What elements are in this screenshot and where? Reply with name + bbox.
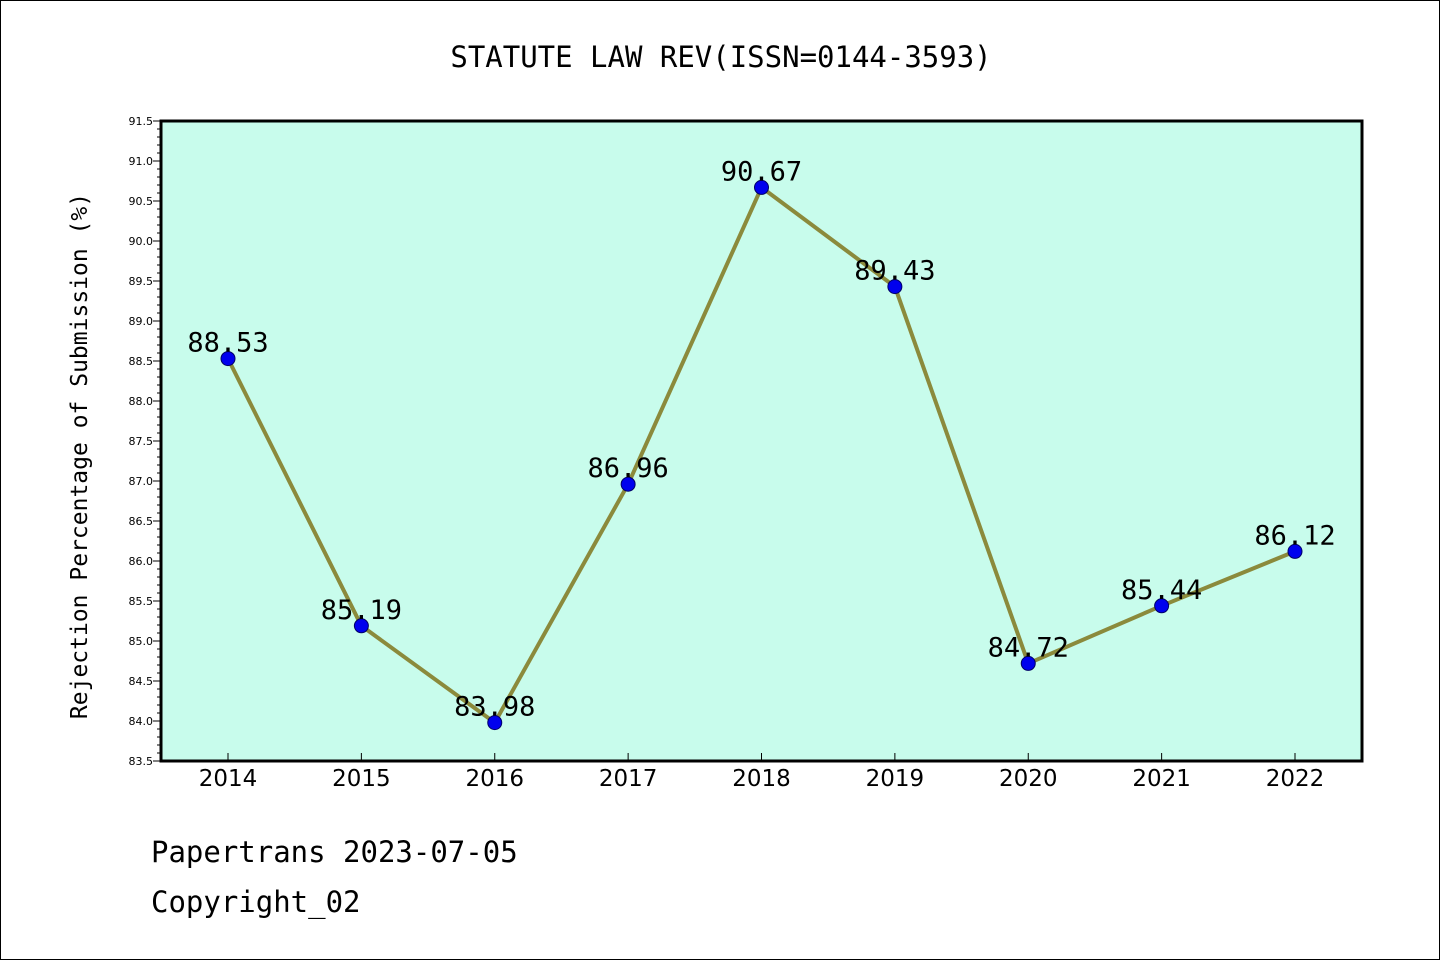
series-markers <box>220 179 1303 731</box>
x-tick-label: 2015 <box>332 766 391 792</box>
data-point-label: 86.96 <box>587 453 668 484</box>
y-tick-label: 86.5 <box>129 515 154 528</box>
y-tick-label: 88.5 <box>129 355 154 368</box>
data-point-marker <box>620 476 636 492</box>
data-point-label: 85.19 <box>321 595 402 626</box>
x-axis: 2014 2015 2016 2017 2018 2019 2020 2021 2022 <box>199 753 1325 792</box>
data-point-label: 84.72 <box>988 632 1069 663</box>
y-tick-label: 84.0 <box>129 715 154 728</box>
data-point-marker <box>220 351 236 367</box>
y-tick-label: 87.5 <box>129 435 154 448</box>
y-tick-label: 85.5 <box>129 595 154 608</box>
x-tick-label: 2017 <box>599 766 658 792</box>
y-tick-label: 89.0 <box>129 315 154 328</box>
y-axis-label: Rejection Percentage of Submission (%) <box>67 193 93 719</box>
data-point-marker <box>1154 598 1170 614</box>
data-point-marker <box>1287 543 1303 559</box>
x-tick-label: 2014 <box>199 766 258 792</box>
y-tick-label: 86.0 <box>129 555 154 568</box>
x-tick-label: 2021 <box>1132 766 1191 792</box>
data-point-marker <box>887 279 903 295</box>
y-tick-label: 84.5 <box>129 675 154 688</box>
data-point-marker <box>754 179 769 195</box>
footer-date: Papertrans 2023-07-05 <box>151 835 518 869</box>
x-tick-label: 2016 <box>465 766 524 792</box>
data-point-label: 83.98 <box>454 692 535 723</box>
x-tick-label: 2019 <box>866 766 925 792</box>
y-tick-label: 90.0 <box>129 235 154 248</box>
data-point-marker <box>1020 655 1036 671</box>
data-point-label: 85.44 <box>1121 575 1202 606</box>
x-tick-label: 2018 <box>732 766 791 792</box>
data-point-label: 89.43 <box>854 256 935 287</box>
data-point-label: 88.53 <box>187 328 268 359</box>
x-tick-label: 2020 <box>999 766 1058 792</box>
data-point-label: 90.67 <box>721 156 802 187</box>
data-labels: 88.53 85.19 83.98 86.96 90.67 89.43 84.72 85.44… <box>187 156 1335 722</box>
y-tick-label: 91.0 <box>129 155 154 168</box>
data-point-marker <box>353 618 369 634</box>
y-tick-label: 87.0 <box>129 475 154 488</box>
chart-title: STATUTE LAW REV(ISSN=0144-3593) <box>450 40 991 74</box>
y-tick-label: 85.0 <box>129 635 154 648</box>
footer-copyright: Copyright_02 <box>151 885 361 919</box>
y-tick-label: 88.0 <box>129 395 154 408</box>
data-point-label: 86.12 <box>1254 520 1335 551</box>
y-tick-label: 83.5 <box>129 755 154 768</box>
plot-area <box>159 119 1364 763</box>
y-axis: 83.5 84.0 84.5 85.0 85.5 86.0 86.5 87.0 87.5 88.0… <box>129 115 161 768</box>
y-tick-label: 90.5 <box>129 195 154 208</box>
data-point-marker <box>487 715 503 731</box>
y-tick-label: 91.5 <box>129 115 154 128</box>
y-tick-label: 89.5 <box>129 275 154 288</box>
x-tick-label: 2022 <box>1266 766 1325 792</box>
